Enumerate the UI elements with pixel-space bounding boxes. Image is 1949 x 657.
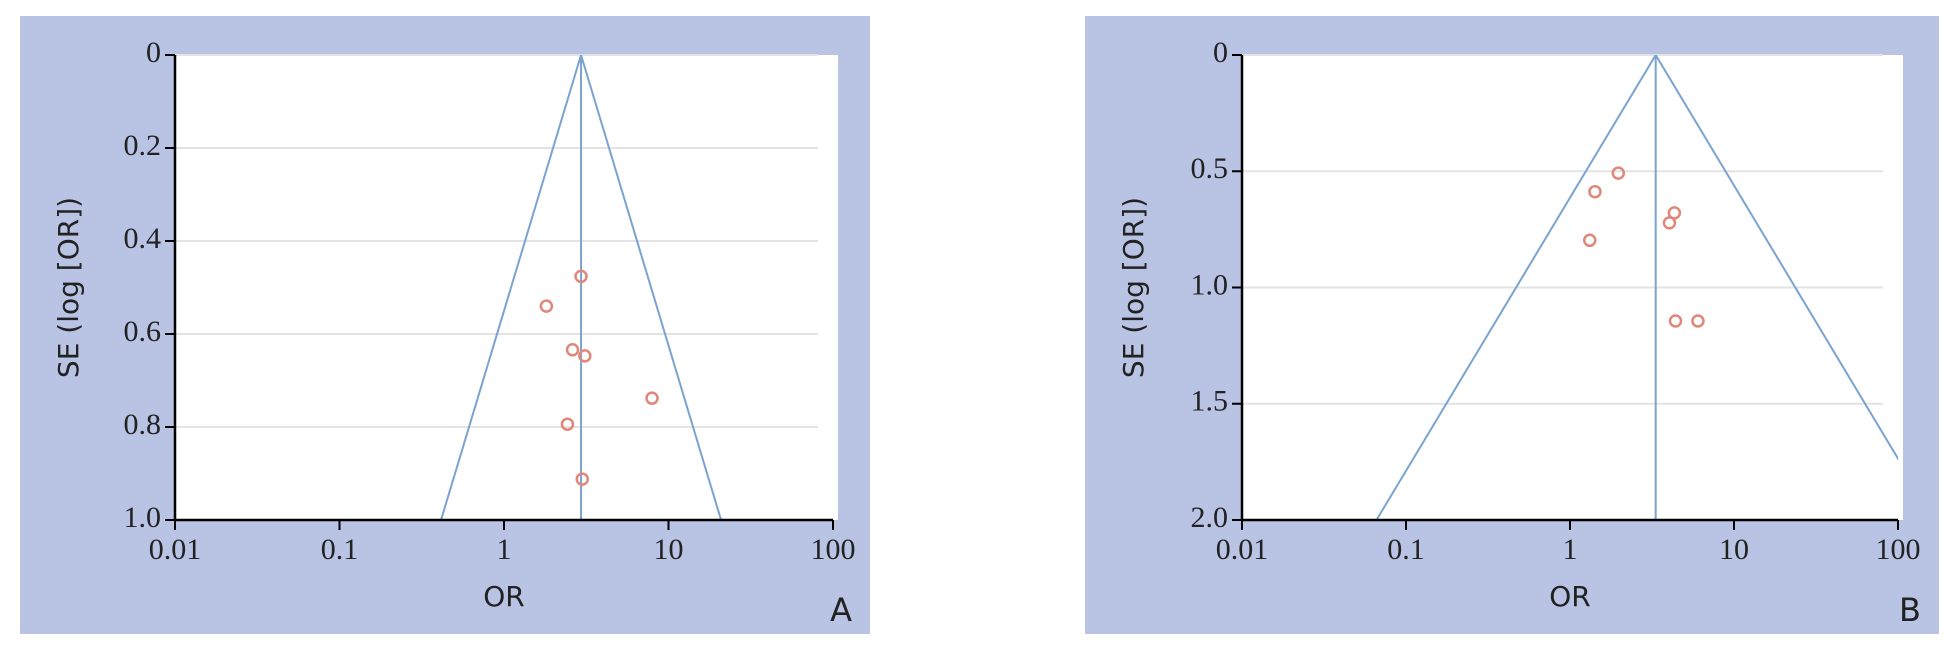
study-point [1668, 314, 1683, 328]
study-point [1583, 233, 1597, 248]
x-tick-label: 1 [1563, 533, 1578, 566]
study-point [539, 299, 554, 313]
x-tick-label: 0.01 [1216, 533, 1269, 566]
x-tick-label: 10 [654, 533, 684, 566]
y-tick-label: 0.6 [124, 315, 162, 348]
panel-label: B [1899, 591, 1921, 629]
y-axis-title: SE (log [OR]) [52, 197, 85, 378]
x-tick-label: 10 [1719, 533, 1749, 566]
study-point [1662, 216, 1677, 230]
panel: 0 0.2 0.4 0.6 0.8 1.00.01 0.1 1 10 100 OR SE (log [… [20, 16, 870, 634]
study-point [560, 417, 575, 431]
panel-label: A [830, 591, 852, 629]
study-point [565, 343, 580, 357]
plot-area [175, 55, 838, 520]
study-point [574, 269, 588, 284]
y-tick-label: 0 [1213, 36, 1228, 69]
x-axis-title: OR [483, 580, 525, 613]
x-tick-label: 100 [811, 533, 856, 566]
study-point [1588, 184, 1602, 199]
x-tick-label: 0.01 [149, 533, 202, 566]
y-axis-title: SE (log [OR]) [1117, 197, 1150, 378]
x-tick-label: 1 [497, 533, 512, 566]
funnel-limit [1654, 55, 1898, 461]
funnel-limit [580, 55, 723, 520]
y-tick-label: 2.0 [1191, 501, 1229, 534]
x-tick-label: 0.1 [321, 533, 359, 566]
panel: 0 0.5 1.0 1.5 2.00.01 0.1 1 10 100 OR SE (log [OR]… [1085, 16, 1939, 634]
x-tick-label: 0.1 [1387, 533, 1425, 566]
study-point [645, 391, 659, 405]
y-tick-label: 0.2 [124, 129, 162, 162]
study-point [1611, 166, 1626, 180]
y-tick-label: 0.4 [124, 222, 162, 255]
x-tick-label: 100 [1876, 533, 1921, 566]
y-tick-label: 0 [146, 36, 161, 69]
study-point [575, 472, 589, 486]
y-tick-label: 1.0 [1191, 268, 1229, 301]
study-point [1691, 314, 1705, 328]
y-tick-label: 0.8 [124, 408, 162, 441]
study-point [578, 349, 592, 363]
funnel-limit [440, 55, 583, 520]
y-tick-label: 1.0 [124, 501, 162, 534]
y-tick-label: 1.5 [1191, 385, 1229, 418]
funnel-limit [1375, 55, 1657, 520]
x-axis-title: OR [1549, 580, 1591, 613]
y-tick-label: 0.5 [1191, 152, 1229, 185]
